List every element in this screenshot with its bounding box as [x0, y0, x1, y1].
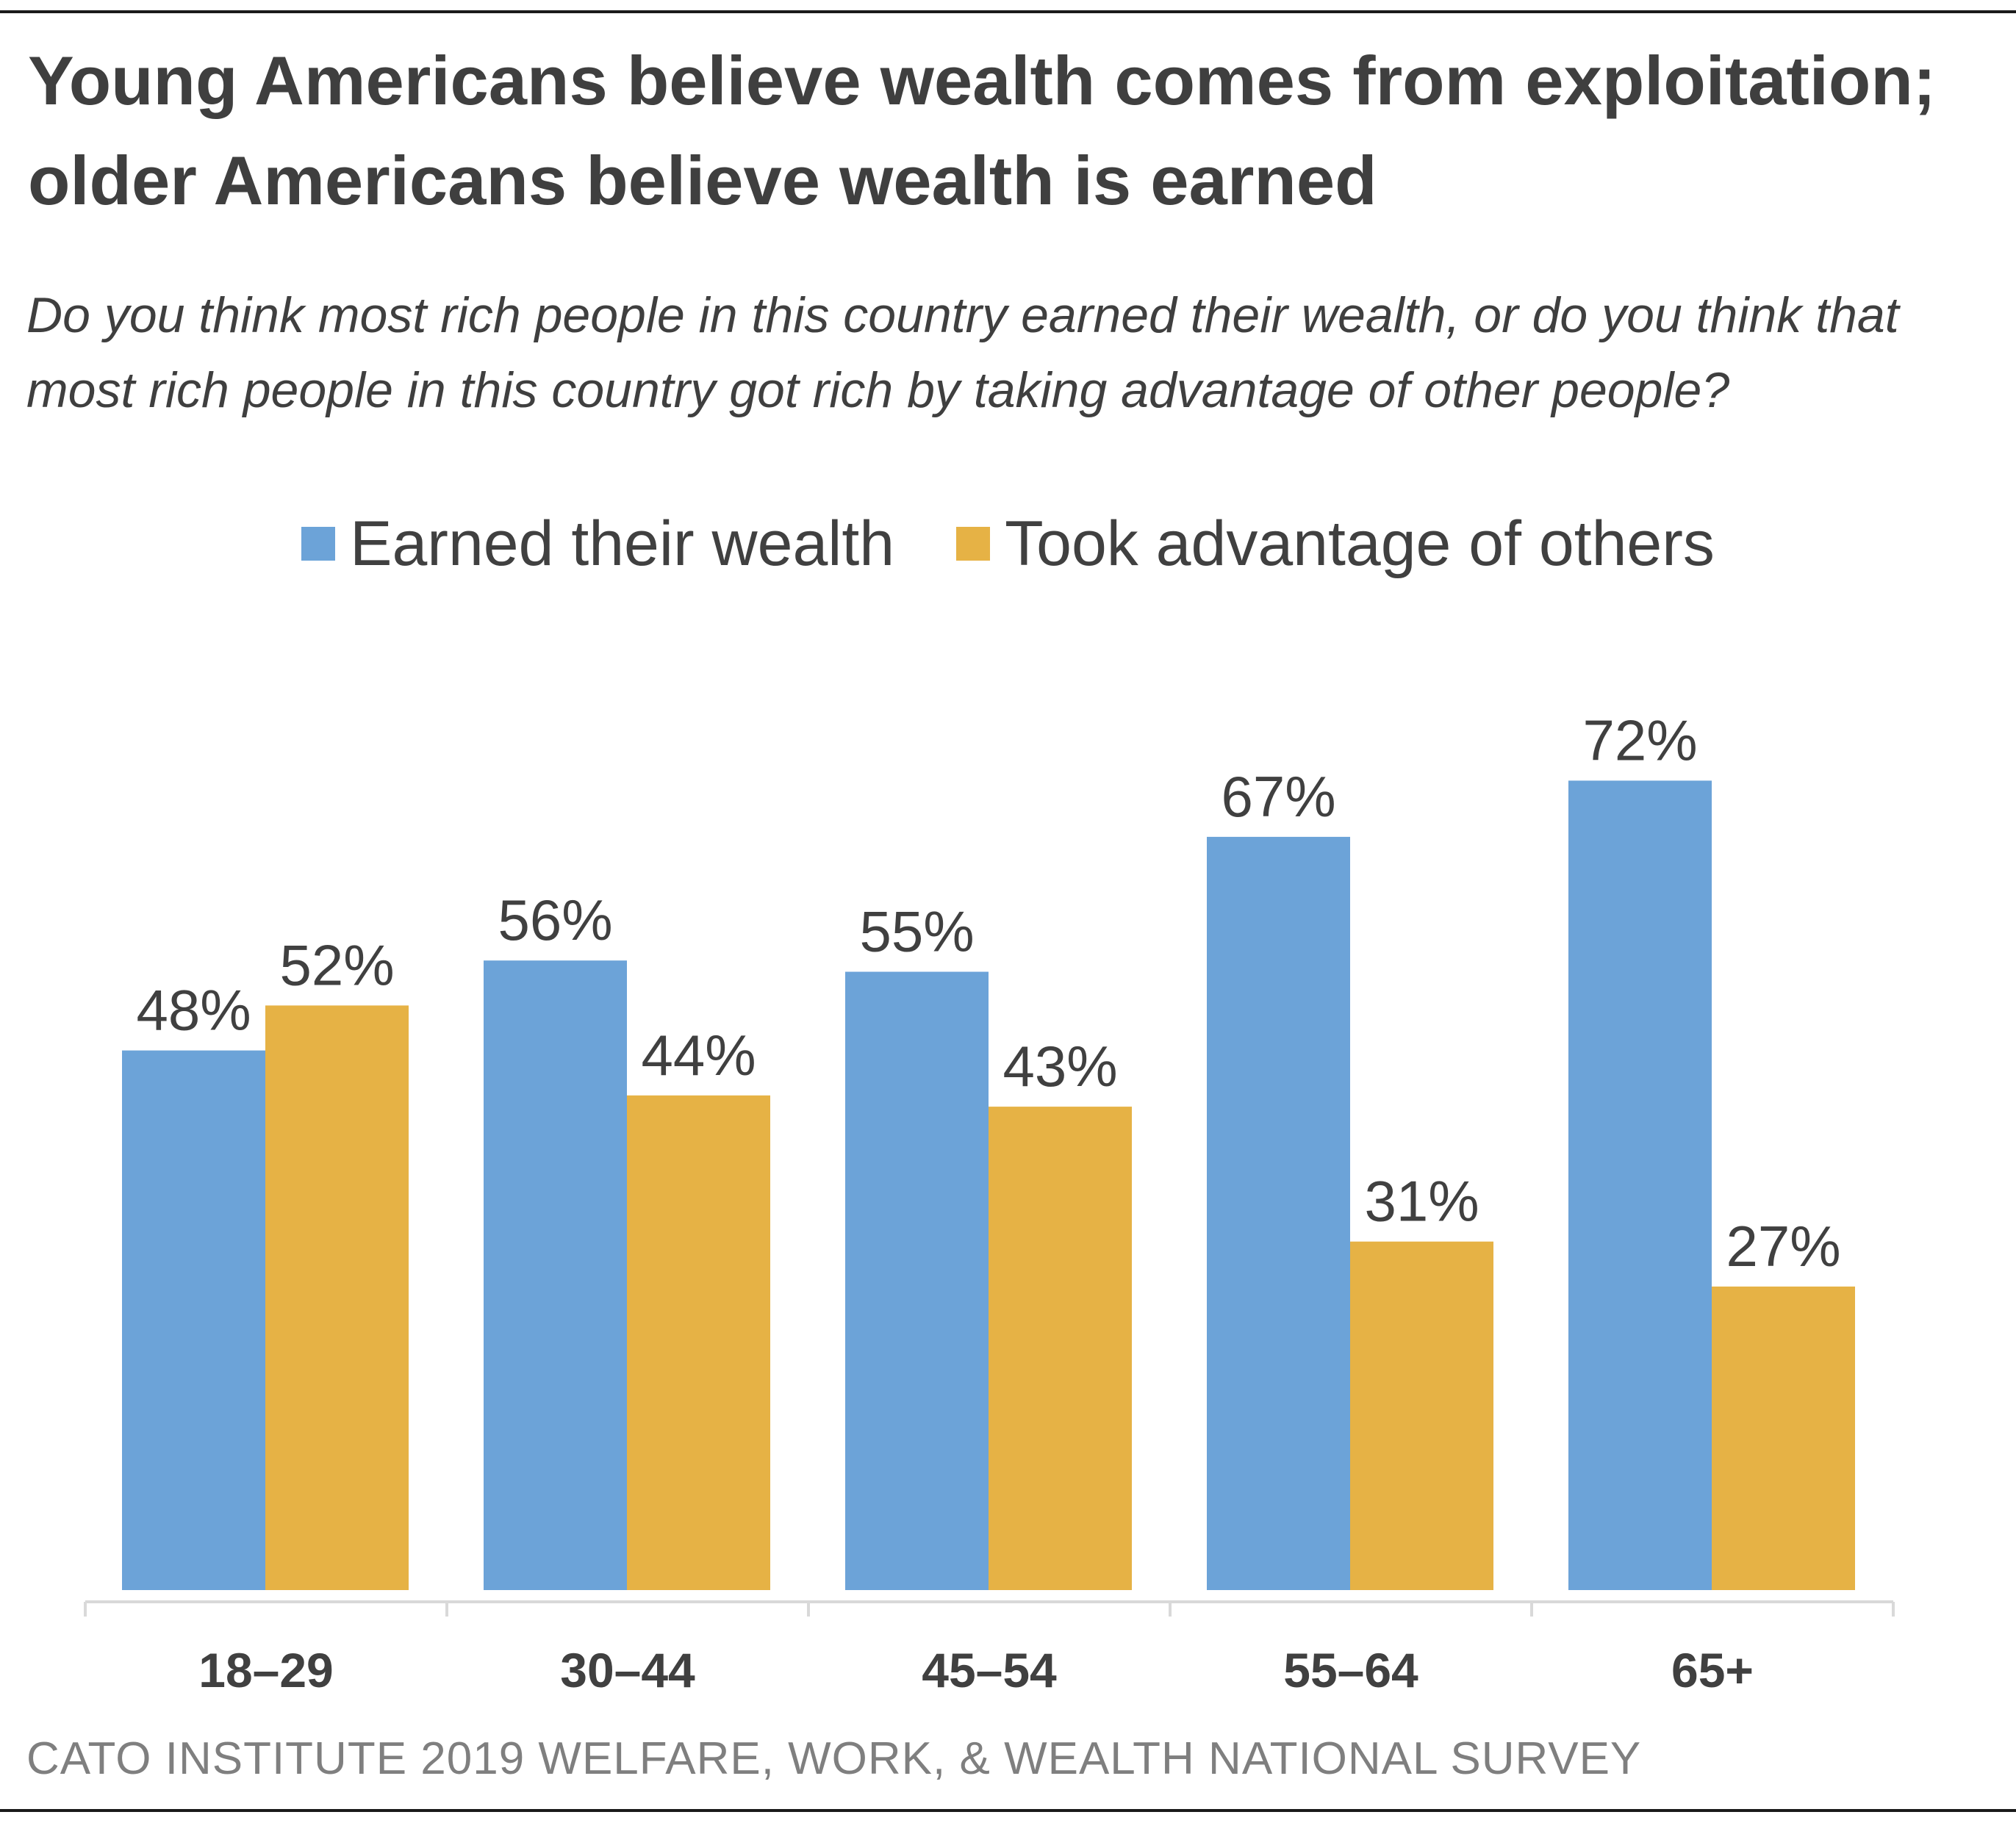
chart-title: Young Americans believe wealth comes fro…	[28, 42, 1937, 219]
x-tick-label: 45–54	[922, 1643, 1057, 1697]
bar-took-advantage	[1350, 1241, 1493, 1590]
legend-label-earned: Earned their wealth	[350, 508, 895, 579]
x-tick-label: 30–44	[560, 1643, 695, 1697]
data-label-took-advantage: 44%	[641, 1023, 756, 1087]
bar-earned	[1568, 780, 1712, 1590]
data-label-earned: 56%	[498, 888, 612, 952]
top-rule	[0, 10, 2016, 13]
data-label-earned: 48%	[136, 978, 251, 1043]
x-tick-label: 55–64	[1283, 1643, 1418, 1697]
legend-item-earned: Earned their wealth	[301, 508, 894, 580]
bar-earned	[1207, 836, 1350, 1590]
legend: Earned their wealth Took advantage of ot…	[0, 500, 2016, 588]
data-label-earned: 72%	[1582, 708, 1697, 772]
legend-swatch-earned	[301, 527, 336, 561]
data-label-took-advantage: 52%	[279, 932, 394, 997]
bar-earned	[484, 960, 627, 1590]
x-tick-label: 18–29	[198, 1643, 334, 1697]
source-note: CATO INSTITUTE 2019 WELFARE, WORK, & WEA…	[26, 1733, 1642, 1784]
chart-subtitle: Do you think most rich people in this co…	[26, 287, 1899, 418]
data-label-earned: 67%	[1221, 764, 1335, 829]
bar-took-advantage	[627, 1095, 770, 1590]
x-tick-label: 65+	[1671, 1643, 1754, 1697]
bar-took-advantage	[989, 1107, 1132, 1590]
data-label-took-advantage: 27%	[1726, 1214, 1840, 1279]
bottom-rule	[0, 1809, 2016, 1812]
data-label-took-advantage: 31%	[1364, 1169, 1479, 1234]
data-label-took-advantage: 43%	[1002, 1034, 1117, 1099]
legend-item-took-advantage: Took advantage of others	[956, 508, 1715, 580]
legend-label-took-advantage: Took advantage of others	[1005, 508, 1715, 579]
bar-earned	[845, 971, 989, 1590]
bar-took-advantage	[265, 1005, 409, 1590]
data-label-earned: 55%	[859, 899, 974, 964]
legend-swatch-took-advantage	[956, 527, 991, 561]
bar-earned	[122, 1050, 265, 1590]
bar-took-advantage	[1712, 1286, 1855, 1590]
